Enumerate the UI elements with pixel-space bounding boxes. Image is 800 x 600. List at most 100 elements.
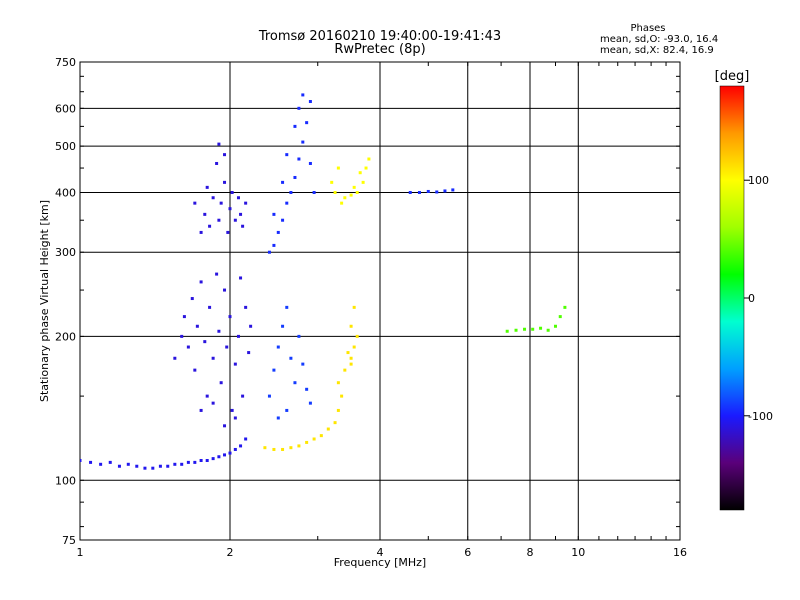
data-point [233, 362, 237, 366]
data-point [308, 100, 312, 104]
data-point [117, 464, 121, 468]
colorbar [719, 85, 745, 511]
data-point [199, 280, 203, 284]
data-point [228, 451, 232, 455]
data-point [305, 121, 309, 125]
data-point [272, 212, 276, 216]
data-point [143, 466, 147, 470]
grid-lines [80, 62, 680, 540]
data-point [340, 394, 344, 398]
data-point [352, 345, 356, 349]
data-point [217, 455, 221, 459]
data-point [346, 351, 350, 355]
data-point [289, 190, 293, 194]
data-point [203, 212, 207, 216]
data-point [297, 444, 301, 448]
data-point [89, 460, 93, 464]
stats-x: mean, sd,X: 82.4, 16.9 [600, 45, 714, 56]
data-point [219, 201, 223, 205]
data-point [223, 453, 227, 457]
data-point [293, 381, 297, 385]
data-point [343, 368, 347, 372]
data-point [285, 153, 289, 157]
data-point [361, 180, 365, 184]
data-point [343, 196, 347, 200]
data-point [333, 421, 337, 425]
data-point [244, 305, 248, 309]
y-tick-label: 100 [55, 474, 76, 487]
data-point [193, 201, 197, 205]
data-point [241, 394, 245, 398]
data-point [223, 153, 227, 157]
data-point [558, 315, 562, 319]
x-tick-label: 16 [673, 546, 687, 559]
data-point [223, 424, 227, 428]
y-tick-label: 200 [55, 330, 76, 343]
data-point [249, 324, 253, 328]
data-point [239, 276, 243, 280]
data-point [367, 157, 371, 161]
data-point [319, 434, 323, 438]
data-point [230, 190, 234, 194]
data-point [352, 305, 356, 309]
data-point [546, 328, 550, 332]
data-point [195, 324, 199, 328]
data-point [443, 189, 447, 193]
data-point [225, 345, 229, 349]
data-point [340, 201, 344, 205]
data-point [211, 356, 215, 360]
data-point [297, 334, 301, 338]
data-points [80, 93, 567, 470]
data-point [505, 329, 509, 333]
data-point [193, 460, 197, 464]
data-point [230, 408, 234, 412]
data-point [244, 201, 248, 205]
data-point [305, 440, 309, 444]
y-tick-label: 600 [55, 102, 76, 115]
colorbar-ticks: 100 0 -100 [744, 174, 773, 423]
data-point [80, 458, 82, 462]
data-point [514, 328, 518, 332]
colorbar-tick-label: 100 [748, 174, 769, 187]
data-point [233, 416, 237, 420]
data-point [223, 180, 227, 184]
x-tick-label: 1 [77, 546, 84, 559]
data-point [247, 351, 251, 355]
data-point [151, 466, 155, 470]
data-point [215, 161, 219, 165]
data-point [553, 324, 557, 328]
data-point [435, 190, 439, 194]
data-point [126, 462, 130, 466]
data-point [182, 315, 186, 319]
data-point [312, 190, 316, 194]
data-point [289, 356, 293, 360]
data-point [135, 464, 139, 468]
data-point [108, 460, 112, 464]
data-point [281, 324, 285, 328]
data-point [228, 207, 232, 211]
data-point [236, 196, 240, 200]
data-point [281, 447, 285, 451]
y-tick-label: 300 [55, 246, 76, 259]
data-point [285, 305, 289, 309]
data-point [267, 394, 271, 398]
data-point [226, 230, 230, 234]
x-axis-label: Frequency [MHz] [334, 556, 426, 569]
y-tick-label: 75 [62, 534, 76, 547]
stats-o: mean, sd,O: -93.0, 16.4 [600, 34, 718, 45]
data-point [236, 334, 240, 338]
chart-title: Tromsø 20160210 19:40:00-19:41:43 [258, 29, 501, 44]
data-point [219, 381, 223, 385]
data-point [349, 356, 353, 360]
chart-subtitle: RwPretec (8p) [334, 42, 425, 57]
data-point [301, 362, 305, 366]
x-tick-label: 2 [227, 546, 234, 559]
data-point [276, 416, 280, 420]
data-point [333, 190, 337, 194]
data-point [281, 218, 285, 222]
data-point [211, 401, 215, 405]
data-point [199, 230, 203, 234]
data-point [158, 464, 162, 468]
data-point [205, 458, 209, 462]
